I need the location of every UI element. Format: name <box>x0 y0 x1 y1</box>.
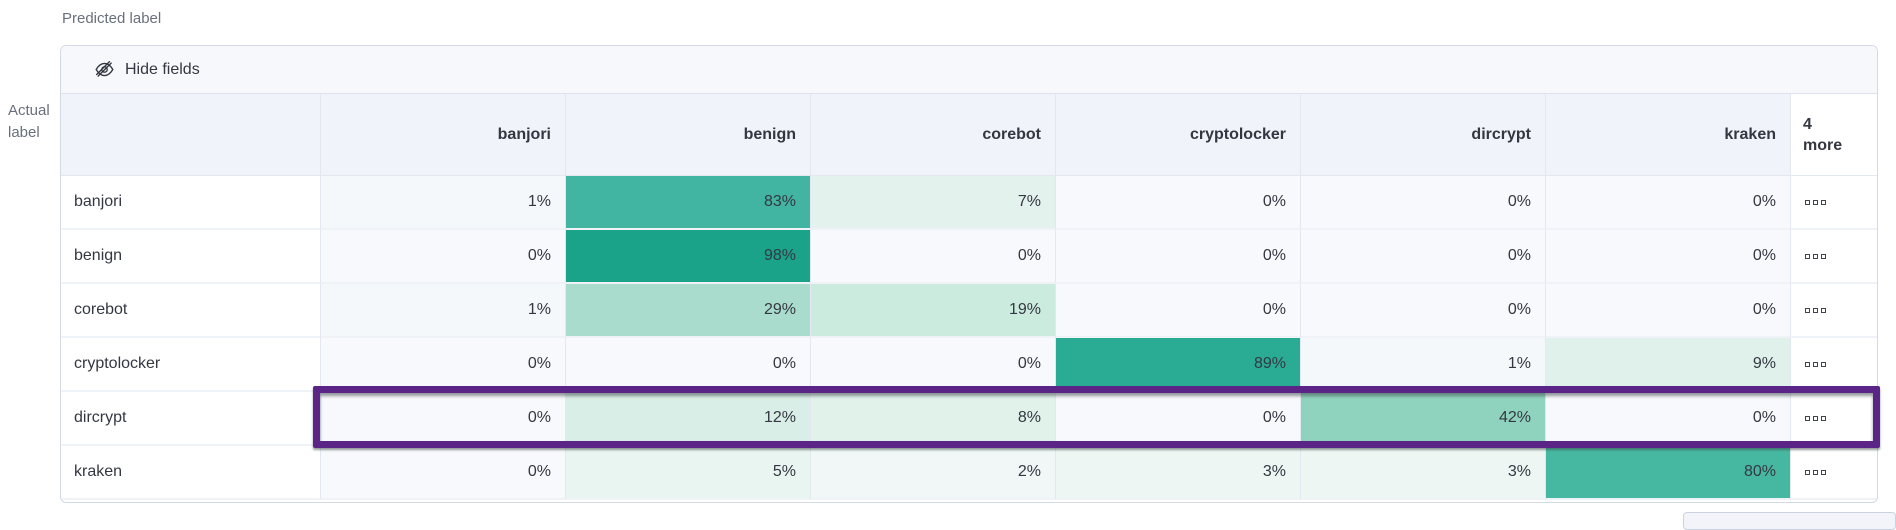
matrix-cell[interactable]: 0% <box>1301 230 1546 284</box>
matrix-cell[interactable]: 29% <box>566 284 811 338</box>
horizontal-scrollbar[interactable] <box>1683 512 1896 530</box>
matrix-cell[interactable]: 5% <box>566 446 811 500</box>
matrix-cell[interactable]: 0% <box>1056 230 1301 284</box>
boxes-horizontal-icon <box>1805 361 1826 367</box>
matrix-cell[interactable]: 3% <box>1056 446 1301 500</box>
matrix-cell[interactable]: 89% <box>1056 338 1301 392</box>
matrix-cell[interactable]: 0% <box>321 446 566 500</box>
matrix-cell[interactable]: 0% <box>1301 176 1546 230</box>
row-more-actions[interactable] <box>1791 446 1877 500</box>
confusion-matrix-grid: banjori benign corebot cryptolocker dirc… <box>61 94 1877 500</box>
matrix-cell[interactable]: 12% <box>566 392 811 446</box>
confusion-matrix-panel: Hide fields banjori benign corebot crypt… <box>60 45 1878 503</box>
eye-closed-icon <box>95 60 114 79</box>
matrix-cell[interactable]: 0% <box>1056 284 1301 338</box>
row-label-corebot: corebot <box>61 284 321 338</box>
matrix-cell[interactable]: 0% <box>1056 176 1301 230</box>
matrix-cell[interactable]: 0% <box>1056 392 1301 446</box>
matrix-cell[interactable]: 1% <box>321 176 566 230</box>
column-header-more[interactable]: 4 more <box>1791 94 1877 176</box>
matrix-cell[interactable]: 2% <box>811 446 1056 500</box>
row-more-actions[interactable] <box>1791 176 1877 230</box>
matrix-cell[interactable]: 42% <box>1301 392 1546 446</box>
row-more-actions[interactable] <box>1791 338 1877 392</box>
row-more-actions[interactable] <box>1791 284 1877 338</box>
matrix-cell[interactable]: 0% <box>1546 392 1791 446</box>
matrix-cell[interactable]: 0% <box>811 338 1056 392</box>
matrix-cell[interactable]: 1% <box>321 284 566 338</box>
boxes-horizontal-icon <box>1805 253 1826 259</box>
hide-fields-label: Hide fields <box>125 60 200 78</box>
matrix-cell[interactable]: 0% <box>321 392 566 446</box>
matrix-cell[interactable]: 0% <box>1546 230 1791 284</box>
row-label-banjori: banjori <box>61 176 321 230</box>
matrix-cell[interactable]: 0% <box>1301 284 1546 338</box>
matrix-cell[interactable]: 83% <box>566 176 811 230</box>
row-label-dircrypt: dircrypt <box>61 392 321 446</box>
matrix-cell[interactable]: 0% <box>321 230 566 284</box>
matrix-cell[interactable]: 9% <box>1546 338 1791 392</box>
matrix-cell[interactable]: 0% <box>321 338 566 392</box>
column-header-banjori[interactable]: banjori <box>321 94 566 176</box>
matrix-corner-cell <box>61 94 321 176</box>
matrix-cell[interactable]: 0% <box>1546 176 1791 230</box>
row-more-actions[interactable] <box>1791 392 1877 446</box>
row-label-benign: benign <box>61 230 321 284</box>
column-header-dircrypt[interactable]: dircrypt <box>1301 94 1546 176</box>
matrix-cell[interactable]: 19% <box>811 284 1056 338</box>
column-header-cryptolocker[interactable]: cryptolocker <box>1056 94 1301 176</box>
matrix-cell[interactable]: 0% <box>1546 284 1791 338</box>
matrix-cell[interactable]: 8% <box>811 392 1056 446</box>
column-header-corebot[interactable]: corebot <box>811 94 1056 176</box>
matrix-cell[interactable]: 0% <box>811 230 1056 284</box>
row-more-actions[interactable] <box>1791 230 1877 284</box>
boxes-horizontal-icon <box>1805 199 1826 205</box>
hide-fields-button[interactable]: Hide fields <box>61 46 1877 94</box>
boxes-horizontal-icon <box>1805 415 1826 421</box>
row-label-kraken: kraken <box>61 446 321 500</box>
matrix-cell[interactable]: 1% <box>1301 338 1546 392</box>
matrix-cell[interactable]: 3% <box>1301 446 1546 500</box>
actual-label-axis: Actual label <box>8 102 50 141</box>
matrix-cell[interactable]: 98% <box>566 230 811 284</box>
predicted-label-axis: Predicted label <box>62 10 162 27</box>
row-label-cryptolocker: cryptolocker <box>61 338 321 392</box>
boxes-horizontal-icon <box>1805 307 1826 313</box>
boxes-horizontal-icon <box>1805 469 1826 475</box>
matrix-cell[interactable]: 80% <box>1546 446 1791 500</box>
matrix-cell[interactable]: 7% <box>811 176 1056 230</box>
matrix-cell[interactable]: 0% <box>566 338 811 392</box>
column-header-benign[interactable]: benign <box>566 94 811 176</box>
column-header-kraken[interactable]: kraken <box>1546 94 1791 176</box>
